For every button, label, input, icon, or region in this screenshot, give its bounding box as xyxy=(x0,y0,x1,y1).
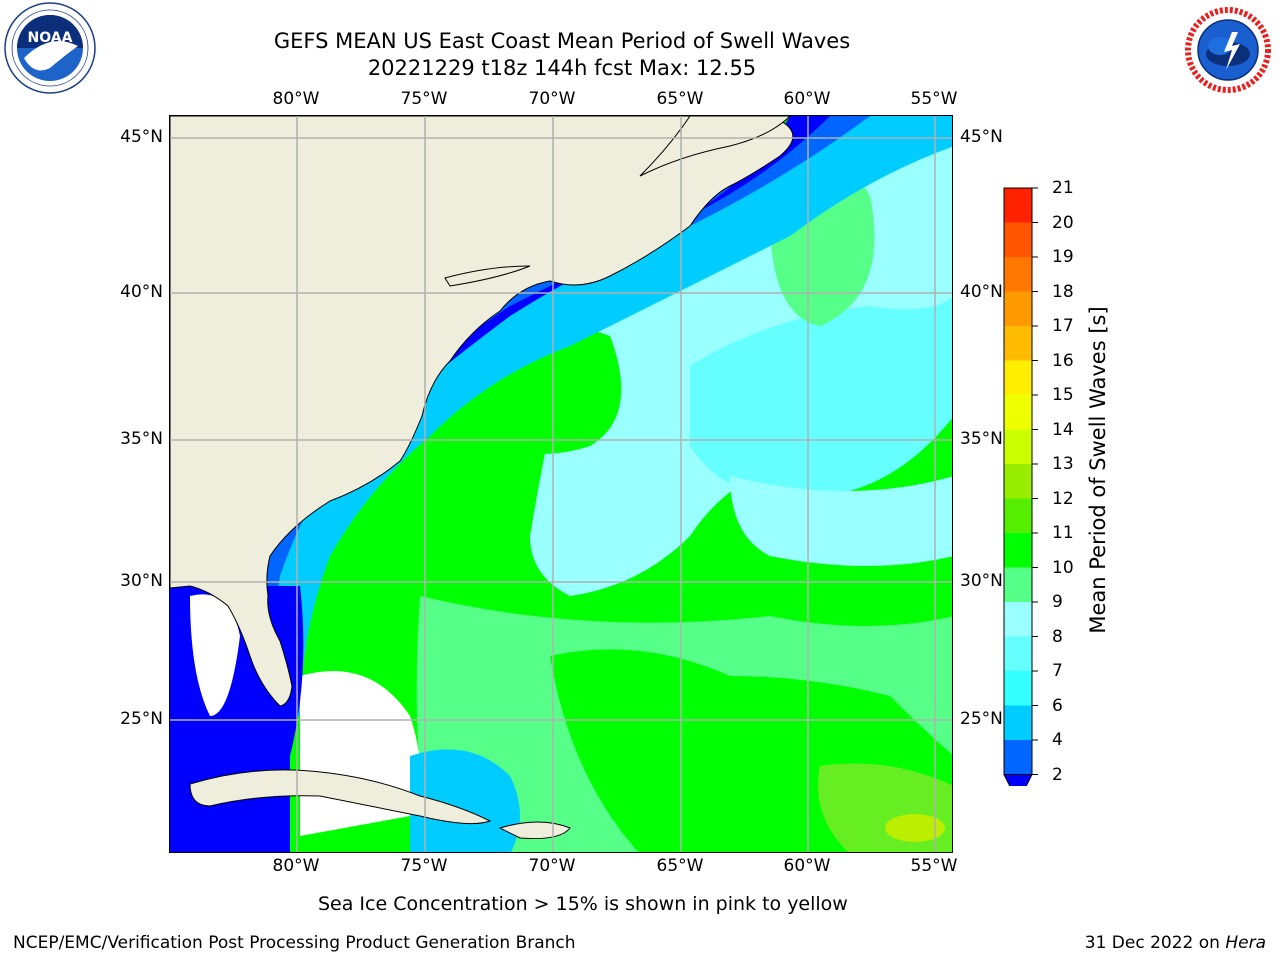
colorbar-tick-label: 21 xyxy=(1052,178,1074,198)
lat-label-left-25n: 25°N xyxy=(120,709,163,729)
colorbar-tick-labels: 2 4 6 7 8 9 10 11 12 13 14 15 16 17 18 19 20 21 xyxy=(1052,0,1112,960)
land-cuba xyxy=(189,769,492,825)
lat-label-left-30n: 30°N xyxy=(120,571,163,591)
colorbar-band xyxy=(1004,360,1032,395)
colorbar-band xyxy=(1004,188,1032,223)
lat-label-right-30n: 30°N xyxy=(960,571,1003,591)
noaa-logo-text: NOAA xyxy=(28,30,73,46)
lat-label-right-45n: 45°N xyxy=(960,127,1003,147)
sea-ice-note-text: Sea Ice Concentration > 15% is shown in … xyxy=(318,893,848,915)
colorbar-tick-label: 7 xyxy=(1052,661,1063,681)
noaa-logo: NOAA xyxy=(4,2,96,94)
colorbar-tick-label: 17 xyxy=(1052,316,1074,336)
date-text: 31 Dec 2022 on xyxy=(1084,933,1226,953)
colorbar-tick-label: 14 xyxy=(1052,419,1074,440)
colorbar-band xyxy=(1004,222,1032,257)
field-caribbean-cyan xyxy=(410,749,520,852)
colorbar-svg xyxy=(1003,187,1038,804)
field-yellow-patch xyxy=(885,814,945,842)
colorbar-tick-label: 10 xyxy=(1052,557,1074,578)
field-pale-cyan-east xyxy=(730,476,952,566)
colorbar-tick-label: 20 xyxy=(1052,212,1074,233)
colorbar-band xyxy=(1004,636,1032,671)
lon-label-top-60w: 60°W xyxy=(783,89,831,109)
lon-label-bottom-75w: 75°W xyxy=(400,856,448,876)
lon-label-top-70w: 70°W xyxy=(528,89,576,109)
field-gulf-white xyxy=(190,594,240,716)
lon-label-bottom-55w: 55°W xyxy=(910,856,958,876)
colorbar-tick-label: 16 xyxy=(1052,350,1074,371)
swell-period-map xyxy=(169,115,953,853)
colorbar-band xyxy=(1004,395,1032,430)
nws-logo xyxy=(1180,2,1276,98)
colorbar-tick-label: 9 xyxy=(1052,592,1063,612)
colorbar-band xyxy=(1004,705,1032,740)
colorbar-tick-label: 8 xyxy=(1052,626,1063,647)
colorbar-tick-label: 12 xyxy=(1052,488,1074,509)
colorbar-band xyxy=(1004,740,1032,775)
colorbar-tick-label: 18 xyxy=(1052,281,1074,302)
colorbar-band xyxy=(1004,257,1032,292)
colorbar-tick-label: 15 xyxy=(1052,385,1074,405)
lon-label-top-75w: 75°W xyxy=(400,89,448,109)
colorbar-tick-label: 19 xyxy=(1052,247,1074,267)
colorbar-tick-label: 2 xyxy=(1052,764,1063,785)
chart-title: GEFS MEAN US East Coast Mean Period of S… xyxy=(273,29,851,53)
lon-label-top-65w: 65°W xyxy=(656,89,704,109)
gridlines xyxy=(170,116,952,852)
colorbar-band xyxy=(1004,671,1032,706)
lon-label-bottom-70w: 70°W xyxy=(528,856,576,876)
colorbar-band xyxy=(1004,464,1032,499)
lon-label-bottom-80w: 80°W xyxy=(272,856,320,876)
lat-label-right-25n: 25°N xyxy=(960,709,1003,729)
machine-name: Hera xyxy=(1225,933,1266,953)
colorbar-tick-label: 11 xyxy=(1052,523,1074,543)
lat-label-right-40n: 40°N xyxy=(960,282,1003,302)
colorbar-band xyxy=(1004,291,1032,326)
colorbar-label: Mean Period of Swell Waves [s] xyxy=(1086,306,1110,634)
lon-label-bottom-60w: 60°W xyxy=(783,856,831,876)
colorbar xyxy=(1000,186,1040,804)
land-mainland xyxy=(170,116,794,707)
lat-label-left-45n: 45°N xyxy=(120,127,163,147)
colorbar-band xyxy=(1004,498,1032,533)
chart-subtitle: 20221229 t18z 144h fcst Max: 12.55 xyxy=(367,56,757,80)
credit-text: NCEP/EMC/Verification Post Processing Pr… xyxy=(13,933,576,953)
colorbar-band xyxy=(1004,326,1032,361)
land-long-island xyxy=(444,265,531,287)
colorbar-band xyxy=(1004,567,1032,602)
field-light-cyan-core xyxy=(690,297,952,498)
colorbar-band xyxy=(1004,429,1032,464)
lon-label-bottom-65w: 65°W xyxy=(656,856,704,876)
colorbar-extend-arrow xyxy=(1003,774,1033,804)
colorbar-band xyxy=(1004,602,1032,637)
lat-label-right-35n: 35°N xyxy=(960,429,1003,449)
date-stamp: 31 Dec 2022 on Hera xyxy=(1085,933,1266,953)
lon-label-top-55w: 55°W xyxy=(910,89,958,109)
lat-label-left-35n: 35°N xyxy=(120,429,163,449)
lat-label-left-40n: 40°N xyxy=(120,282,163,302)
colorbar-tick-label: 4 xyxy=(1052,730,1063,750)
colorbar-band xyxy=(1004,533,1032,568)
lon-label-top-80w: 80°W xyxy=(272,89,320,109)
colorbar-tick-label: 6 xyxy=(1052,695,1063,716)
colorbar-tick-label: 13 xyxy=(1052,454,1074,474)
